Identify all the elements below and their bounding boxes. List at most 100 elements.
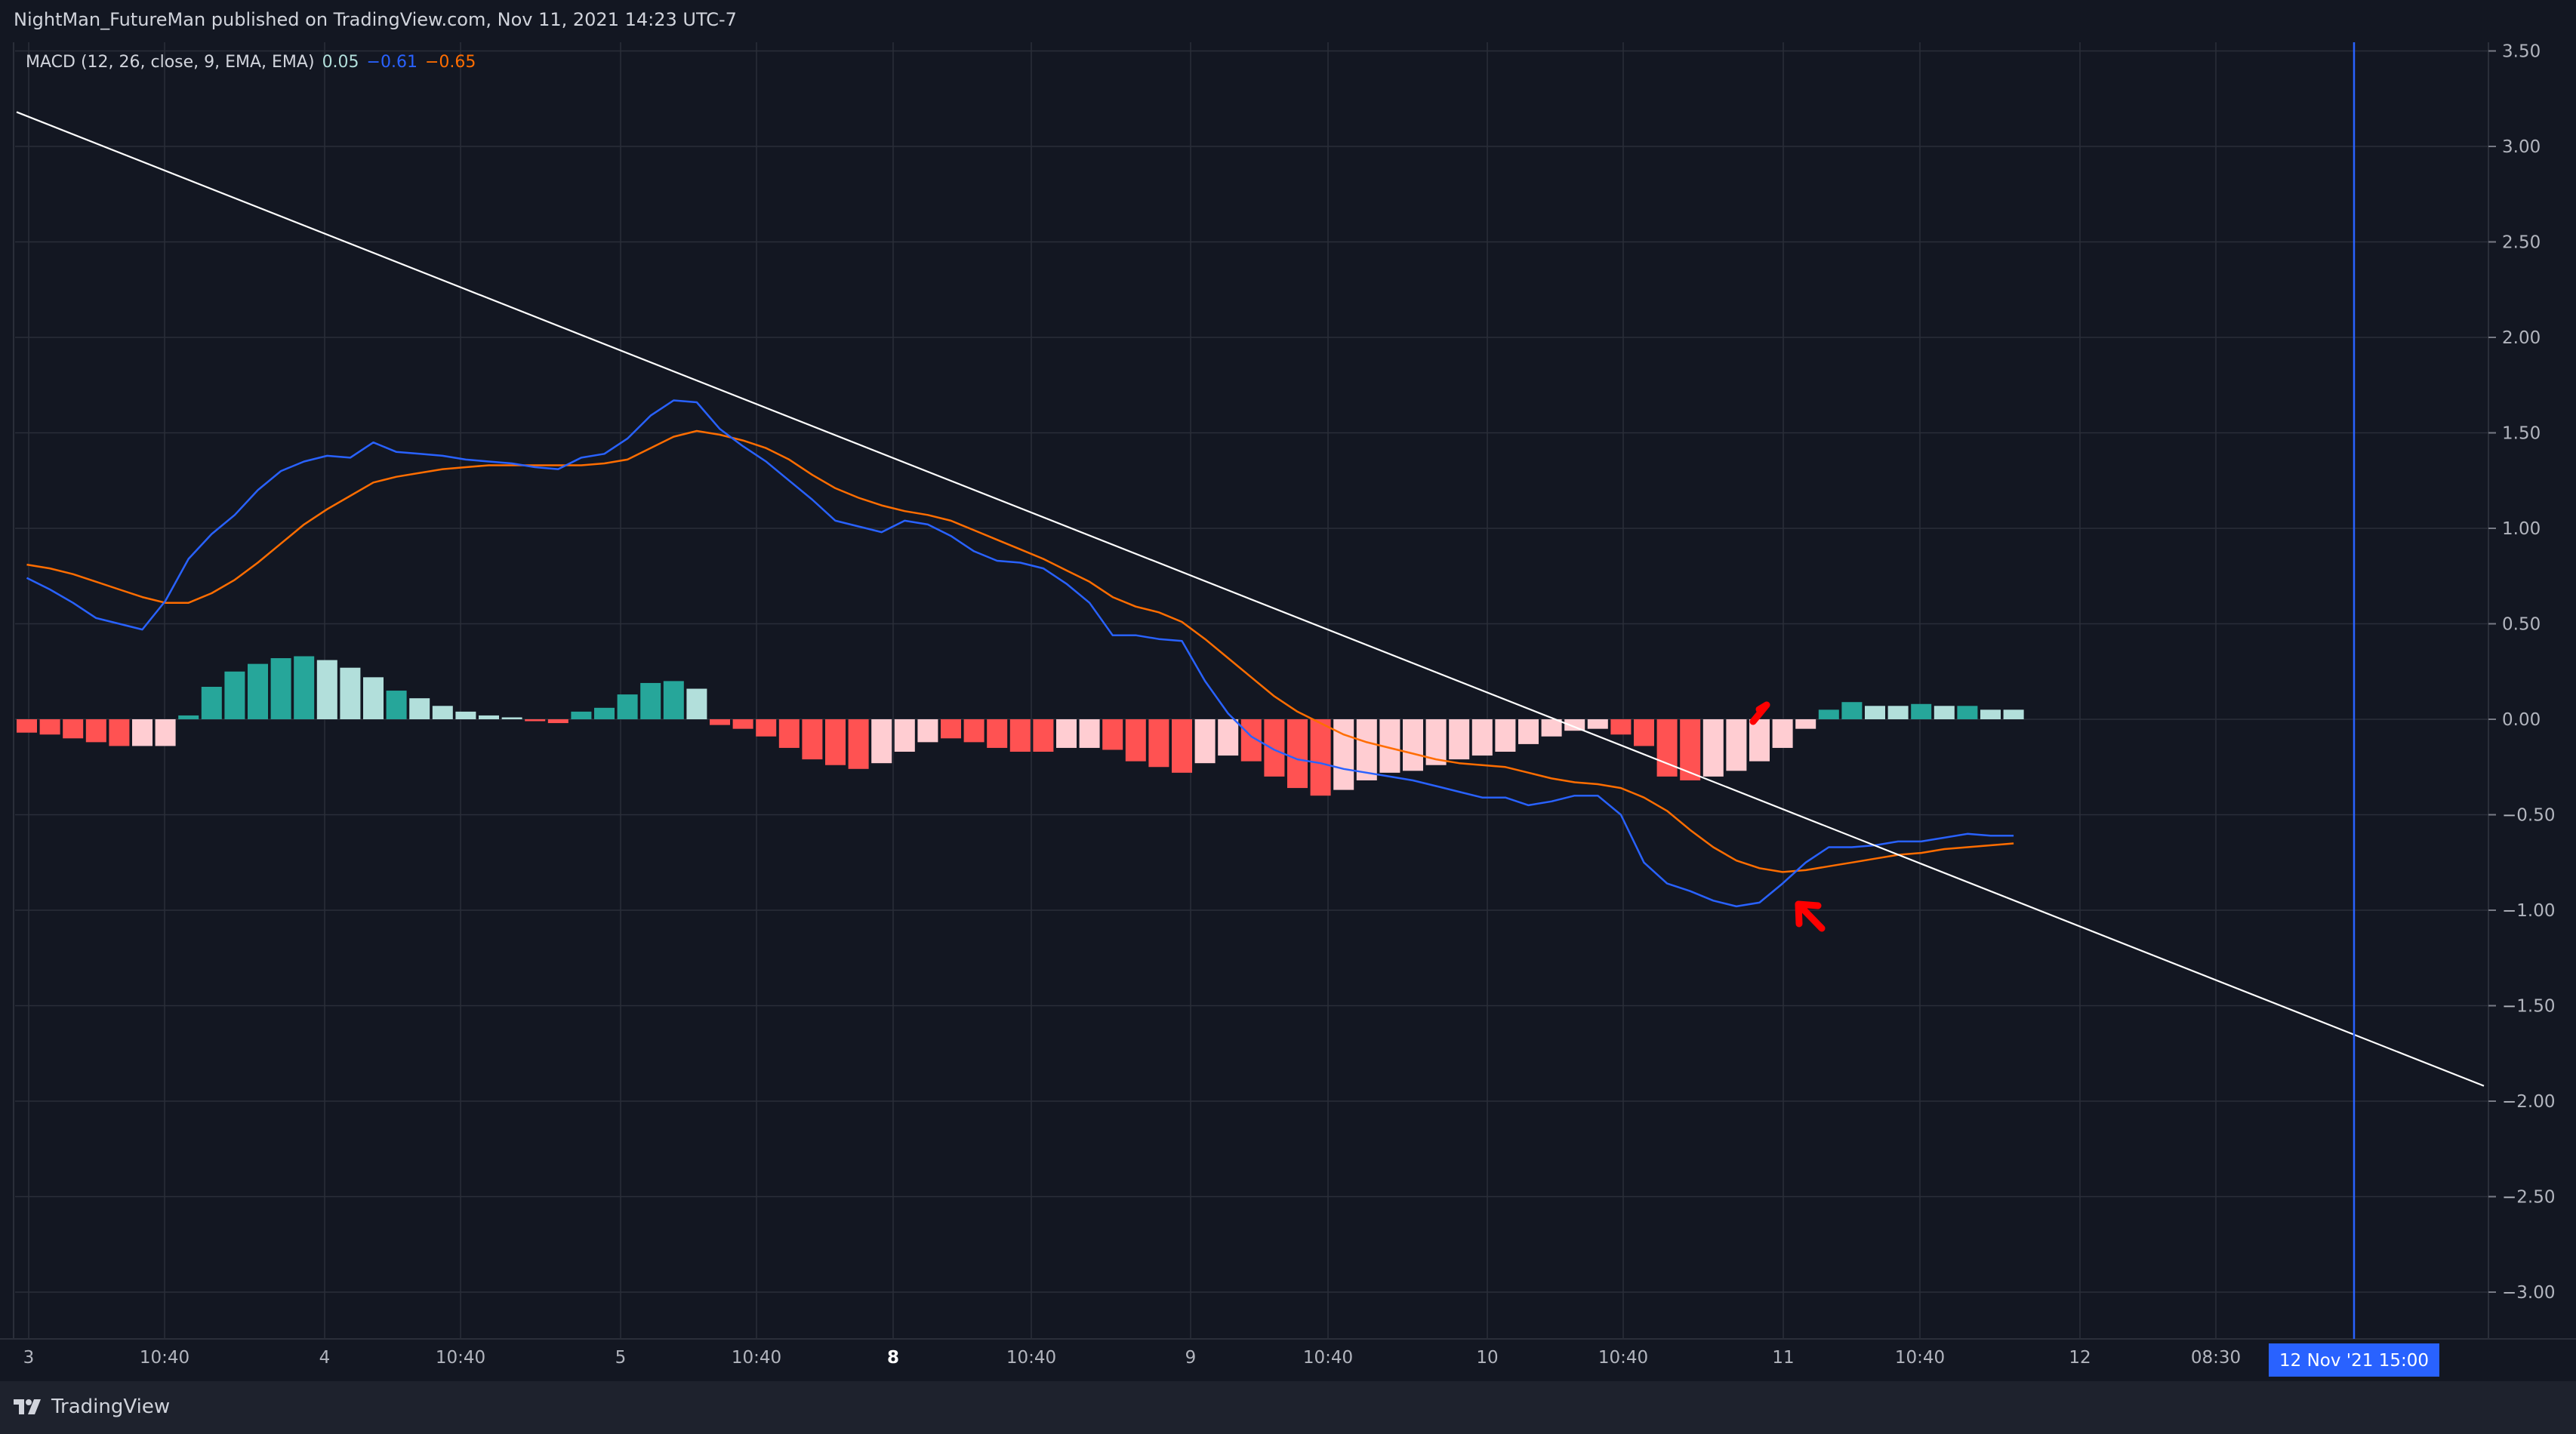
histogram-bar [1634,719,1654,746]
histogram-bar [2003,709,2024,719]
histogram-bar [1333,719,1354,790]
histogram-bar [756,719,777,737]
histogram-bar [1287,719,1308,789]
histogram-bar [987,719,1008,748]
histogram-bar [1656,719,1678,777]
y-tick-label: 3.00 [2502,137,2541,157]
x-tick-label: 10:40 [732,1348,781,1368]
y-tick-label: 3.50 [2502,42,2541,62]
y-tick-label: 0.00 [2502,710,2541,730]
histogram-bar [525,719,546,722]
histogram-bar [224,671,245,719]
histogram-bar [1841,702,1863,719]
y-tick-label: 2.00 [2502,328,2541,348]
histogram-bar [941,719,961,739]
histogram-bar [1148,719,1169,768]
histogram-bar [39,719,60,735]
cursor-time-label-bg [2269,1343,2439,1377]
histogram-bar [1310,719,1331,796]
time-axis[interactable]: 3 10:40 4 10:40 5 10:40 8 10:40 9 10:40 10 10:40 11 1… [23,1348,2241,1368]
y-tick-label: −0.50 [2502,806,2555,826]
histogram-bar [1009,719,1031,752]
y-tick-label: 1.50 [2502,424,2541,444]
histogram-bar [178,715,199,719]
histogram-bar [63,719,84,739]
histogram-bar [363,677,384,719]
histogram-bar [1934,706,1955,719]
histogram-bar [1795,719,1816,729]
histogram-bar [594,707,615,719]
y-tick-label: −1.50 [2502,997,2555,1017]
histogram-bar [1818,709,1839,719]
histogram-bar [455,711,476,719]
signal-value: −0.65 [424,53,476,72]
histogram-bar [1218,719,1239,756]
y-tick-label: −3.00 [2502,1283,2555,1303]
histogram-bar [917,719,938,743]
histogram-bar [294,656,315,719]
histogram-bar [1749,719,1770,762]
macd-chart[interactable]: 12 Nov '21 15:00 3.50 3.00 2.50 2.00 1.50 1.0… [0,42,2576,1381]
indicator-legend[interactable]: MACD (12, 26, close, 9, EMA, EMA) 0.05 −0.… [26,53,483,72]
histogram-bar [963,719,984,743]
histogram-bar [1471,719,1493,756]
histogram-bar [1587,719,1608,729]
histogram-bar [201,686,222,719]
signal-line [26,429,2014,873]
histogram-bar [1980,709,2001,719]
y-tick-label: −2.50 [2502,1188,2555,1208]
macd-value: −0.61 [366,53,418,72]
histogram-bar [1264,719,1285,777]
histogram-bar [778,719,800,748]
histogram-bar [1610,719,1632,735]
x-tick-label: 8 [887,1348,899,1368]
histogram-bar [1449,719,1470,760]
x-tick-label: 10:40 [1598,1348,1648,1368]
histogram-bar [432,706,453,719]
histogram-bar [640,682,661,719]
chart-header: NightMan_FutureMan published on TradingV… [0,0,2576,42]
histogram-bar [1772,719,1793,748]
histogram-bar [248,663,268,719]
histogram-bar [1680,719,1701,780]
histogram-bar [1957,706,1978,719]
histogram-bar [1564,719,1585,731]
y-tick-label: 2.50 [2502,233,2541,253]
histogram-bar [1172,719,1192,773]
histogram-bar [132,719,153,746]
cursor-time-label: 12 Nov '21 15:00 [2279,1351,2429,1371]
price-axis[interactable]: 3.50 3.00 2.50 2.00 1.50 1.00 0.50 0.00 −0.50 −1.… [2488,42,2555,1303]
trendline[interactable] [16,111,2485,1087]
arrow-annotation-upper[interactable] [1749,701,1770,725]
histogram-bar [848,719,869,769]
x-tick-label: 08:30 [2191,1348,2241,1368]
arrow-annotations[interactable] [1749,701,1826,932]
x-tick-label: 10:40 [140,1348,190,1368]
tradingview-logo[interactable]: TradingView [14,1393,170,1420]
trendline-drawing[interactable] [16,111,2485,1087]
histogram-bar [409,698,430,719]
histogram-bar [1102,719,1123,750]
histogram-bar [1541,719,1562,737]
histogram-bar [1033,719,1054,752]
y-tick-label: −2.00 [2502,1092,2555,1112]
histogram-value: 0.05 [322,53,359,72]
histogram-bar [386,691,407,719]
histogram-bar [1194,719,1216,764]
histogram-bar [571,711,592,719]
histogram-bar [155,719,176,746]
y-tick-label: −1.00 [2502,901,2555,921]
histogram-bar [1056,719,1077,748]
x-tick-label: 10:40 [436,1348,485,1368]
x-tick-label: 12 [2069,1348,2091,1368]
histogram-bar [686,688,707,719]
histogram-bar [85,719,106,743]
footer-bar [0,1381,2576,1434]
arrow-annotation-lower[interactable] [1795,900,1826,932]
x-tick-label: 10 [1476,1348,1498,1368]
macd-line [26,399,2014,908]
histogram-bar [1403,719,1423,771]
histogram-bar [1125,719,1146,762]
histogram-bar [825,719,846,765]
published-by-text: NightMan_FutureMan published on TradingV… [14,9,737,30]
